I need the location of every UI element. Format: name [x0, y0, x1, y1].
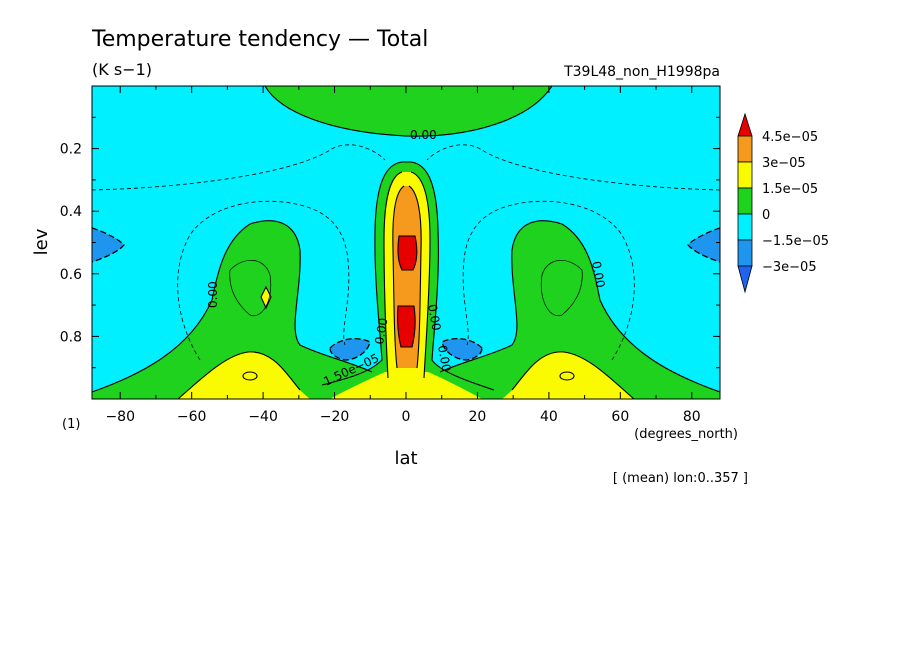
colorbar-label: 1.5e−05: [762, 182, 818, 197]
mean-note: [ (mean) lon:0..357 ]: [613, 471, 748, 486]
contour-label-right: 0.00: [589, 260, 607, 289]
x-axis-units: (degrees_north): [634, 427, 738, 442]
negative-pocket-contours: [92, 227, 720, 361]
field-core-upper: [398, 236, 417, 270]
y-tick-label: 0.6: [60, 267, 82, 283]
y-axis-label: lev: [31, 228, 52, 255]
x-tick-label: 20: [469, 409, 487, 425]
colorbar-swatch-yellow: [737, 161, 753, 189]
colorbar-label: 4.5e−05: [762, 130, 818, 145]
x-tick-label: 40: [540, 409, 558, 425]
field-top-positive: [265, 86, 552, 137]
field-left-edge-negative: [92, 228, 124, 262]
colorbar-label: 3e−05: [762, 156, 806, 171]
x-tick-label: −20: [320, 409, 350, 425]
contour-label-eq-right: 0.00: [425, 303, 443, 332]
contour-label-top: 0.00: [410, 128, 437, 142]
x-axis: −80 −60 −40 −20 0 20 40 60 80: [105, 86, 701, 425]
y-tick-label: 0.4: [60, 204, 82, 220]
plot-area: 0.00 0.00 0.00 0.00 0.00 0.00 1.50e−05: [92, 86, 720, 399]
run-label: T39L48_non_H1998pa: [563, 64, 720, 80]
contour-label-eq-right2: 0.00: [435, 344, 453, 373]
colorbar-swatch-green: [737, 187, 753, 215]
contour-label-left: 0.00: [206, 281, 220, 308]
field-right-edge-negative: [688, 228, 720, 262]
positive-contours: [92, 86, 720, 399]
colorbar-swatch-orange: [737, 135, 753, 163]
chart-units: (K s−1): [92, 60, 152, 79]
field-left-positive: [92, 220, 372, 399]
y-axis-units: (1): [62, 417, 80, 432]
field-core-lower: [397, 306, 416, 347]
colorbar-top-arrow: [737, 112, 753, 137]
x-tick-label: 0: [402, 409, 411, 425]
x-tick-label: 80: [683, 409, 701, 425]
y-tick-label: 0.2: [60, 142, 82, 158]
x-tick-label: 60: [611, 409, 629, 425]
colorbar-swatch-cyan: [737, 213, 753, 241]
y-axis: 0.2 0.4 0.6 0.8: [60, 116, 720, 369]
contour-label-eq-left: 0.00: [372, 317, 390, 346]
colorbar: 4.5e−05 3e−05 1.5e−05 0 −1.5e−05 −3e−05: [737, 112, 829, 294]
colorbar-bottom-arrow: [737, 265, 753, 294]
colorbar-label: −3e−05: [762, 260, 817, 275]
field-right-positive: [440, 220, 720, 399]
colorbar-label: −1.5e−05: [762, 234, 829, 249]
colorbar-swatch-blue: [737, 239, 753, 267]
x-tick-label: −80: [105, 409, 135, 425]
x-tick-label: −40: [248, 409, 278, 425]
field-equator-surface-yellow: [330, 372, 482, 399]
chart-title: Temperature tendency — Total: [91, 27, 428, 52]
x-tick-label: −60: [177, 409, 207, 425]
negative-contours: [92, 144, 720, 361]
x-axis-label: lat: [394, 448, 417, 469]
y-tick-label: 0.8: [60, 329, 82, 345]
colorbar-label: 0: [762, 208, 770, 223]
